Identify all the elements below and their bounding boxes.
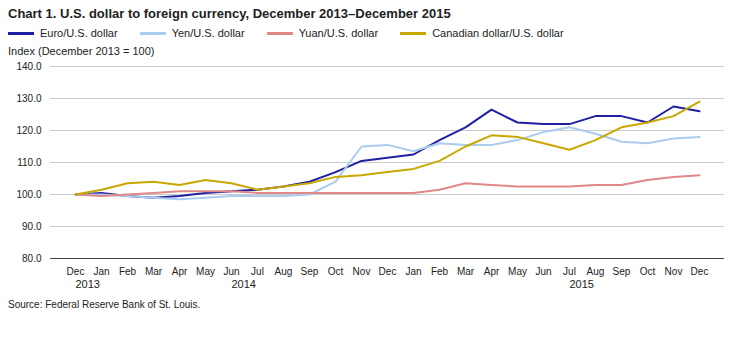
svg-text:Mar: Mar [145,266,163,277]
svg-text:Sep: Sep [301,266,319,277]
svg-text:Jul: Jul [251,266,264,277]
svg-text:Jun: Jun [223,266,239,277]
svg-text:Oct: Oct [328,266,344,277]
svg-text:Mar: Mar [457,266,475,277]
svg-text:May: May [508,266,527,277]
svg-text:2014: 2014 [232,278,256,290]
html-text:Yen/U.S. dollar: Yen/U.S. dollar [171,27,245,39]
svg-text:110.0: 110.0 [17,157,42,168]
html-text:Yuan/U.S. dollar: Yuan/U.S. dollar [298,27,379,39]
svg-text:Dec: Dec [379,266,397,277]
svg-text:Nov: Nov [353,266,371,277]
svg-text:Jul: Jul [563,266,576,277]
svg-text:Jan: Jan [405,266,421,277]
svg-text:140.0: 140.0 [16,61,41,72]
svg-text:Aug: Aug [587,266,605,277]
html-text:Chart 1. U.S. dollar to foreig: Chart 1. U.S. dollar to foreign currency… [8,6,451,21]
svg-text:Dec: Dec [67,266,85,277]
svg-text:May: May [196,266,215,277]
svg-text:Sep: Sep [613,266,631,277]
svg-text:Oct: Oct [640,266,656,277]
svg-text:2013: 2013 [76,278,100,290]
html-text:Euro/U.S. dollar: Euro/U.S. dollar [40,27,118,39]
svg-text:Jun: Jun [535,266,551,277]
html-text:Index (December 2013 = 100): Index (December 2013 = 100) [8,45,155,57]
svg-text:2015: 2015 [570,278,594,290]
svg-text:Aug: Aug [275,266,293,277]
svg-text:80.0: 80.0 [22,253,42,264]
svg-text:Jan: Jan [93,266,109,277]
html-text:Source: Federal Reserve Bank o: Source: Federal Reserve Bank of St. Loui… [8,299,201,310]
svg-text:Nov: Nov [665,266,683,277]
svg-text:100.0: 100.0 [16,189,41,200]
html-text:Canadian dollar/U.S. dollar: Canadian dollar/U.S. dollar [432,27,564,39]
svg-text:90.0: 90.0 [22,221,42,232]
svg-text:Feb: Feb [431,266,449,277]
svg-text:130.0: 130.0 [16,93,41,104]
svg-text:Feb: Feb [119,266,137,277]
svg-text:Apr: Apr [484,266,500,277]
svg-text:Apr: Apr [172,266,188,277]
svg-text:120.0: 120.0 [16,125,41,136]
svg-text:Dec: Dec [691,266,709,277]
